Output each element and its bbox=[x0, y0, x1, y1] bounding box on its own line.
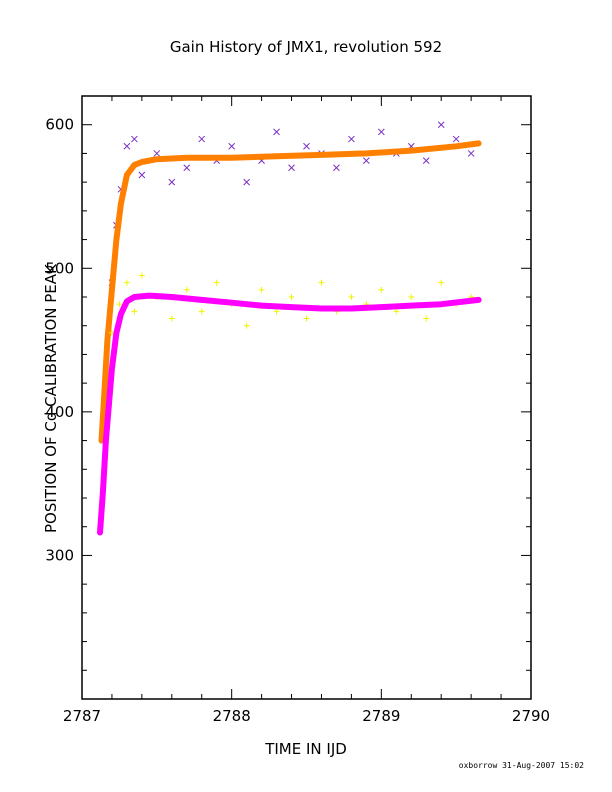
credit-stamp: oxborrow 31-Aug-2007 15:02 bbox=[458, 761, 584, 770]
series-2-point bbox=[198, 308, 205, 315]
series-0-point bbox=[452, 135, 460, 143]
series-0-point bbox=[123, 142, 131, 150]
marks-layer bbox=[97, 121, 482, 536]
x-axis-label: TIME IN IJD bbox=[265, 740, 347, 758]
series-2-point bbox=[213, 279, 220, 286]
series-2-point bbox=[288, 294, 295, 300]
series-0-point bbox=[288, 164, 295, 172]
series-1 bbox=[98, 140, 482, 444]
series-0-point bbox=[228, 142, 236, 150]
series-2-point bbox=[378, 286, 385, 293]
series-0-point bbox=[131, 135, 138, 143]
series-0-point bbox=[168, 178, 176, 186]
series-0-point bbox=[437, 121, 445, 129]
series-2-point bbox=[123, 279, 130, 286]
series-0-point bbox=[138, 171, 146, 179]
series-2-point bbox=[318, 279, 325, 286]
series-2-point bbox=[408, 294, 415, 300]
series-0-point bbox=[198, 135, 206, 143]
series-0-point bbox=[467, 150, 475, 157]
plot-frame bbox=[81, 95, 532, 700]
series-2-point bbox=[348, 294, 355, 300]
series-0-point bbox=[348, 135, 355, 143]
series-2-point bbox=[438, 279, 445, 286]
ticks-layer: 300 400 500 600 2787 2788 2789 2790 bbox=[45, 96, 550, 725]
series-2-point bbox=[168, 315, 175, 322]
chart-title: Gain History of JMX1, revolution 592 bbox=[169, 38, 443, 56]
y-tick-label: 400 bbox=[45, 403, 74, 421]
x-tick-label: 2787 bbox=[63, 707, 101, 725]
series-2-point bbox=[116, 301, 123, 308]
series-2-point bbox=[258, 286, 265, 293]
y-axis-label: POSITION OF Cd CALIBRATION PEAK bbox=[42, 264, 60, 533]
series-0-point bbox=[303, 142, 310, 150]
y-tick-label: 600 bbox=[45, 116, 74, 134]
series-0-point bbox=[363, 157, 370, 164]
x-tick-label: 2790 bbox=[512, 707, 550, 725]
series-2-point bbox=[138, 272, 145, 279]
series-2-point bbox=[423, 315, 430, 322]
series-0-point bbox=[273, 128, 280, 136]
series-0-point bbox=[377, 128, 385, 136]
y-tick-label: 500 bbox=[45, 259, 74, 277]
series-1-line bbox=[98, 140, 482, 444]
series-3 bbox=[97, 292, 482, 536]
series-0-point bbox=[153, 150, 161, 157]
series-0-point bbox=[333, 164, 340, 172]
series-2-point bbox=[393, 308, 400, 315]
series-2-point bbox=[273, 308, 280, 315]
series-0 bbox=[108, 121, 475, 286]
series-0-point bbox=[183, 164, 191, 172]
x-tick-label: 2788 bbox=[213, 707, 251, 725]
series-2-point bbox=[131, 308, 138, 315]
series-2-point bbox=[243, 322, 250, 329]
series-0-point bbox=[243, 178, 250, 186]
series-2-point bbox=[183, 286, 190, 293]
series-0-point bbox=[422, 157, 430, 164]
y-tick-label: 300 bbox=[45, 546, 74, 564]
series-2-point bbox=[303, 315, 310, 322]
series-3-line bbox=[97, 292, 482, 536]
x-tick-label: 2789 bbox=[362, 707, 400, 725]
